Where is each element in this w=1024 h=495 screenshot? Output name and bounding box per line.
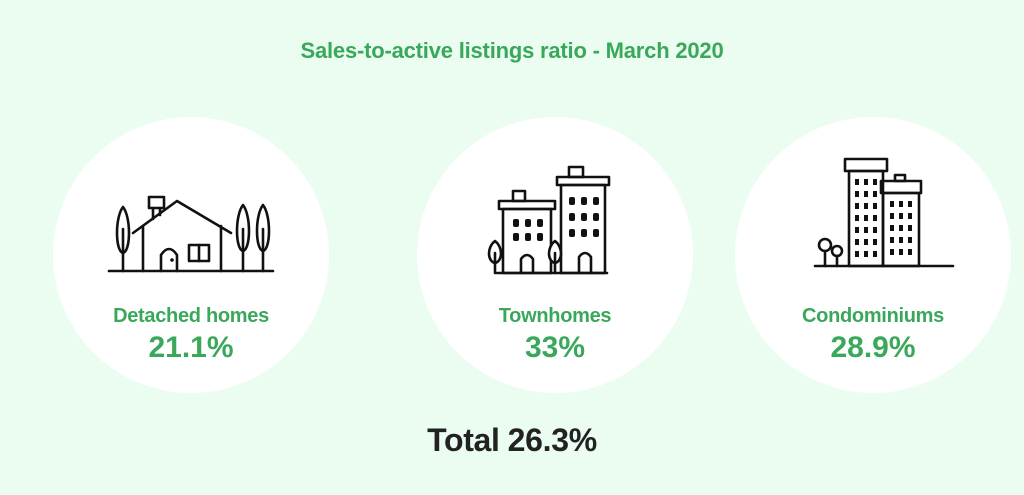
townhomes-card: Townhomes 33% <box>417 117 693 393</box>
category-label: Condominiums <box>802 305 944 327</box>
category-label: Detached homes <box>113 305 269 327</box>
category-value: 21.1% <box>148 331 234 364</box>
total-label: Total <box>427 422 500 458</box>
detached-homes-card: Detached homes 21.1% <box>53 117 329 393</box>
condominiums-card: Condominiums 28.9% <box>735 117 1011 393</box>
category-label: Townhomes <box>498 305 612 327</box>
chart-title: Sales-to-active listings ratio - March 2… <box>300 38 724 63</box>
total-summary: Total 26.3% <box>0 422 1024 459</box>
category-value: 28.9% <box>830 331 916 364</box>
category-value: 33% <box>524 331 586 364</box>
total-value: 26.3% <box>507 422 598 458</box>
detached-house-icon <box>91 145 291 285</box>
townhouse-buildings-icon <box>455 145 655 285</box>
condo-towers-icon <box>773 145 973 285</box>
